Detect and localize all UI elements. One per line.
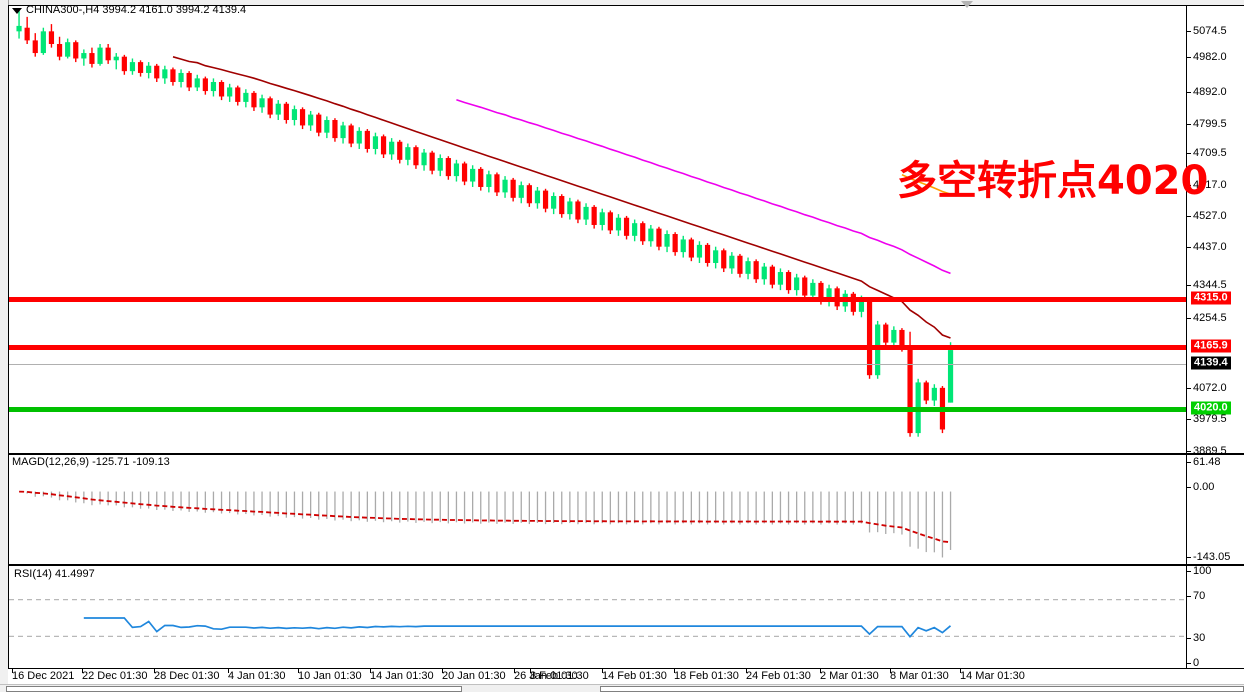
- price-tick: [1187, 388, 1191, 389]
- price-tick: [1187, 92, 1191, 93]
- level-line-resistance-lower[interactable]: [9, 345, 1186, 350]
- price-scale[interactable]: 5074.5 4982.0 4892.0 4799.5 4709.5 4617.0 4527…: [1187, 5, 1244, 457]
- price-tick-label: 3979.5: [1193, 413, 1227, 425]
- price-level-badge[interactable]: 4165.9: [1191, 339, 1231, 353]
- price-tick: [1187, 285, 1191, 286]
- price-tick: [1187, 451, 1191, 452]
- price-tick-label: 4617.0: [1193, 179, 1227, 191]
- price-tick-label: 4072.0: [1193, 382, 1227, 394]
- macd-plot-area[interactable]: [9, 455, 1186, 564]
- macd-tick-label: 61.48: [1193, 456, 1221, 468]
- time-axis-tick: [890, 669, 891, 673]
- chart-collapse-arrow-icon[interactable]: [12, 8, 22, 14]
- rsi-tick-label: 70: [1193, 590, 1206, 602]
- macd-tick-label: 0.00: [1193, 481, 1215, 493]
- price-tick-label: 4254.5: [1193, 312, 1227, 324]
- price-tick: [1187, 216, 1191, 217]
- scrollbar-thumb-right[interactable]: [600, 686, 1244, 692]
- rsi-pane[interactable]: [8, 565, 1244, 669]
- time-axis-tick: [370, 669, 371, 673]
- time-axis-tick: [674, 669, 675, 673]
- price-tick: [1187, 419, 1191, 420]
- time-axis-tick: [228, 669, 229, 673]
- rsi-tick: [1187, 596, 1191, 597]
- price-level-badge[interactable]: 4315.0: [1191, 291, 1231, 305]
- rsi-tick: [1187, 663, 1191, 664]
- macd-label: MAGD(12,26,9) -125.71 -109.13: [12, 456, 170, 468]
- time-axis[interactable]: 16 Dec 2021 22 Dec 01:30 28 Dec 01:30 4 Jan…: [8, 669, 1244, 684]
- price-tick-label: 4799.5: [1193, 118, 1227, 130]
- price-tick: [1187, 318, 1191, 319]
- rsi-tick-label: 100: [1193, 565, 1212, 577]
- time-axis-tick: [514, 669, 515, 673]
- time-axis-tick: [298, 669, 299, 673]
- time-axis-tick: [154, 669, 155, 673]
- price-level-lines: [9, 6, 1186, 453]
- price-level-badge[interactable]: 4020.0: [1191, 401, 1231, 415]
- rsi-tick: [1187, 571, 1191, 572]
- price-tick-label: 5074.5: [1193, 25, 1227, 37]
- price-tick-label: 4437.0: [1193, 241, 1227, 253]
- price-tick: [1187, 124, 1191, 125]
- level-line-support[interactable]: [9, 407, 1186, 412]
- time-axis-tick: [746, 669, 747, 673]
- time-axis-tick: [530, 669, 531, 673]
- time-axis-label: 28 Dec 01:30: [154, 670, 220, 682]
- scrollbar-thumb-left[interactable]: [6, 686, 462, 692]
- rsi-plot-area[interactable]: [9, 566, 1186, 668]
- time-axis-label: 8 Feb 01:30: [530, 670, 589, 682]
- rsi-svg: [9, 598, 1186, 639]
- time-axis-label: 16 Dec 2021: [12, 670, 75, 682]
- price-tick-label: 4709.5: [1193, 147, 1227, 159]
- time-axis-label: 4 Jan 01:30: [228, 670, 286, 682]
- macd-scale: 61.48 0.00 -143.05: [1187, 454, 1244, 565]
- time-axis-label: 20 Jan 01:30: [442, 670, 506, 682]
- time-axis-label: 18 Feb 01:30: [674, 670, 739, 682]
- time-axis-label: 8 Mar 01:30: [890, 670, 949, 682]
- time-axis-label: 10 Jan 01:30: [298, 670, 362, 682]
- time-axis-tick: [12, 669, 13, 673]
- rsi-scale: 100 70 30 0: [1187, 565, 1244, 669]
- price-tick: [1187, 31, 1191, 32]
- rsi-tick-label: 0: [1193, 657, 1200, 669]
- time-axis-tick: [960, 669, 961, 673]
- horizontal-scrollbar[interactable]: [0, 684, 1244, 692]
- time-axis-tick: [442, 669, 443, 673]
- time-axis-tick: [820, 669, 821, 673]
- time-axis-label: 24 Feb 01:30: [746, 670, 811, 682]
- rsi-tick: [1187, 638, 1191, 639]
- rsi-label: RSI(14) 41.4997: [14, 568, 95, 580]
- level-line-resistance-upper[interactable]: [9, 297, 1186, 302]
- chart-annotation-text: 多空转折点4020: [897, 158, 1209, 204]
- macd-tick: [1187, 557, 1191, 558]
- time-axis-label: 14 Jan 01:30: [370, 670, 434, 682]
- time-axis-tick: [602, 669, 603, 673]
- scale-divider: [1186, 5, 1187, 669]
- time-axis-label: 26 Jan 01:30: [514, 670, 578, 682]
- price-tick-label: 4344.5: [1193, 279, 1227, 291]
- price-tick: [1187, 153, 1191, 154]
- crosshair-top-marker-icon: [961, 1, 973, 8]
- price-tick-label: 4892.0: [1193, 86, 1227, 98]
- time-axis-label: 22 Dec 01:30: [82, 670, 148, 682]
- price-tick-label: 4982.0: [1193, 51, 1227, 63]
- price-tick-label: 4527.0: [1193, 210, 1227, 222]
- price-tick: [1187, 247, 1191, 248]
- level-line-current-price[interactable]: [9, 364, 1186, 365]
- macd-tick: [1187, 462, 1191, 463]
- symbol-ohlc-label: CHINA300-,H4 3994.2 4161.0 3994.2 4139.4: [26, 4, 247, 16]
- macd-tick: [1187, 487, 1191, 488]
- macd-tick-label: -143.05: [1193, 551, 1231, 563]
- time-axis-tick: [82, 669, 83, 673]
- price-tick: [1187, 185, 1191, 186]
- time-axis-label: 14 Feb 01:30: [602, 670, 667, 682]
- time-axis-label: 14 Mar 01:30: [960, 670, 1025, 682]
- price-tick: [1187, 57, 1191, 58]
- rsi-tick-label: 30: [1193, 632, 1206, 644]
- price-level-badge[interactable]: 4139.4: [1191, 356, 1231, 370]
- time-axis-label: 2 Mar 01:30: [820, 670, 879, 682]
- macd-svg: [19, 490, 952, 558]
